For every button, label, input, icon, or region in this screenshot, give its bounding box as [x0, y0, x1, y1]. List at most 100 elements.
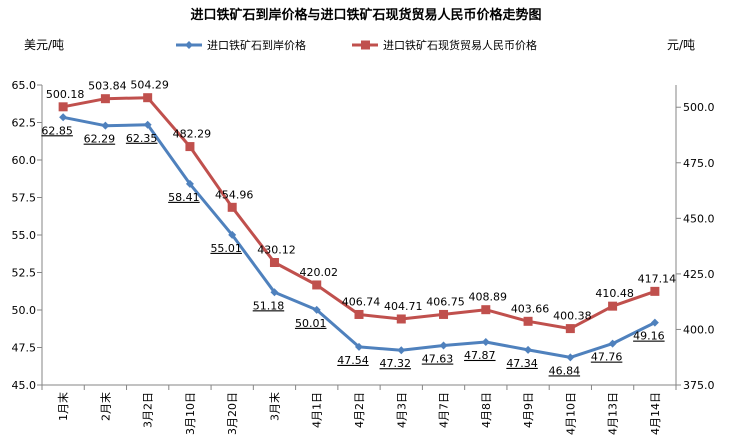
series-1-point [58, 102, 68, 112]
right-tick-label: 450.0 [683, 212, 715, 225]
series-0-point [270, 288, 279, 297]
series-0-data-label: 51.18 [253, 299, 285, 312]
series-1-data-label: 404.71 [384, 300, 423, 313]
series-1-point [100, 94, 110, 104]
plot-area: 62.85 62.29 62.35 58.41 55.01 51.18 50.01 47.54… [41, 79, 676, 378]
series-0-data-label: 62.29 [84, 133, 116, 146]
series-0-point [355, 342, 363, 351]
series-1-data-label: 403.66 [511, 302, 550, 315]
series-0-data-label: 49.16 [633, 330, 665, 343]
series-0-point [228, 230, 237, 239]
chart-title: 进口铁矿石到岸价格与进口铁矿石现货贸易人民币价格走势图 [190, 7, 541, 23]
series-1-point [481, 305, 491, 315]
legend-series-1-label: 进口铁矿石现货贸易人民币价格 [383, 38, 537, 52]
series-1-point [439, 309, 449, 319]
left-tick-label: 45.0 [12, 379, 37, 392]
series-0-point [566, 353, 575, 362]
x-tick-label: 4月8日 [480, 392, 493, 428]
left-tick-label: 47.5 [12, 342, 37, 355]
x-tick-label: 1月末 [56, 392, 70, 421]
left-tick-label: 57.5 [12, 192, 37, 205]
x-tick-label: 3月末 [267, 392, 281, 421]
left-tick-label: 65.0 [12, 79, 37, 92]
right-tick-label: 425.0 [683, 268, 715, 281]
series-1-point [143, 93, 153, 103]
x-tick-label: 3月20日 [226, 392, 239, 435]
series-0-point [608, 339, 617, 348]
right-tick-label: 400.0 [683, 323, 715, 336]
right-tick-label: 475.0 [683, 157, 715, 170]
x-tick-label: 4月7日 [438, 392, 451, 428]
x-tick-label: 4月13日 [607, 392, 620, 435]
series-1-data-label: 504.29 [130, 79, 169, 92]
legend: 进口铁矿石到岸价格 进口铁矿石现货贸易人民币价格 [176, 38, 537, 52]
left-tick-label: 50.0 [12, 304, 37, 317]
series-1-data-label: 410.48 [595, 287, 634, 300]
right-tick-label: 375.0 [683, 379, 715, 392]
series-1-data-label: 482.29 [173, 128, 212, 141]
x-tick-label: 4月1日 [311, 392, 324, 428]
legend-series-1-marker [361, 40, 370, 50]
x-tick-label: 4月3日 [395, 392, 408, 428]
series-0-data-label: 46.84 [549, 364, 581, 377]
series-1-point [396, 314, 406, 324]
series-0-data-label: 47.63 [422, 353, 454, 366]
series-0-point [143, 120, 152, 129]
series-0-point [101, 121, 110, 130]
series-0-data-label: 47.34 [506, 357, 538, 370]
series-1-data-label: 408.89 [469, 291, 508, 304]
series-0-data-label: 50.01 [295, 317, 327, 330]
series-1-data-label: 454.96 [215, 188, 254, 201]
right-axis-unit: 元/吨 [667, 38, 695, 52]
series-1-data-label: 400.38 [553, 310, 592, 323]
series-1-point [523, 316, 533, 326]
x-tick-label: 2月末 [98, 392, 112, 421]
left-tick-label: 52.5 [12, 267, 37, 280]
series-1-point [227, 202, 237, 212]
series-0-data-label: 55.01 [210, 242, 242, 255]
series-0-data-label: 62.35 [126, 132, 158, 145]
x-tick-label: 3月10日 [184, 392, 197, 435]
series-1-point [565, 324, 575, 334]
left-tick-label: 60.0 [12, 154, 37, 167]
series-1-data-label: 420.02 [299, 266, 338, 279]
series-0-point [397, 346, 406, 355]
series-1-data-label: 417.14 [638, 272, 677, 285]
series-1-point [269, 258, 279, 268]
series-1-data-label: 406.75 [426, 295, 465, 308]
legend-series-0-marker [185, 41, 193, 49]
series-0-point [481, 337, 490, 346]
right-tick-label: 500.0 [683, 101, 715, 114]
series-1-data-label: 430.12 [257, 244, 296, 257]
series-1-data-label: 406.74 [342, 295, 381, 308]
series-0-point [312, 305, 321, 314]
x-tick-label: 4月10日 [564, 392, 577, 435]
series-0-point [439, 341, 448, 350]
series-0-point [524, 345, 533, 354]
series-1-data-label: 503.84 [88, 80, 127, 93]
series-0-point [185, 179, 194, 188]
x-tick-label: 4月9日 [522, 392, 535, 428]
series-1-point [650, 286, 660, 296]
series-0-data-label: 62.85 [41, 124, 73, 137]
x-tick-label: 3月2日 [142, 392, 155, 428]
series-0-data-label: 47.76 [591, 351, 623, 364]
series-0-data-label: 47.54 [337, 354, 369, 367]
series-1-point [354, 309, 364, 319]
series-1-point [185, 142, 195, 152]
x-tick-label: 4月2日 [353, 392, 366, 428]
series-1-point [312, 280, 322, 290]
series-1-point [608, 301, 618, 311]
series-0-point [650, 318, 659, 327]
series-1-data-label: 500.18 [46, 88, 85, 101]
left-tick-label: 62.5 [12, 117, 37, 130]
series-0-data-label: 47.87 [464, 349, 496, 362]
x-tick-label: 4月14日 [649, 392, 662, 435]
series-0-point [59, 113, 68, 122]
left-tick-label: 55.0 [12, 229, 37, 242]
axes: 45.0 47.5 50.0 52.5 55.0 57.5 60.0 62.5 65.0 375.… [12, 79, 715, 435]
series-0-data-label: 58.41 [168, 191, 200, 204]
legend-series-0-label: 进口铁矿石到岸价格 [207, 38, 306, 52]
series-0-data-label: 47.32 [380, 357, 412, 370]
